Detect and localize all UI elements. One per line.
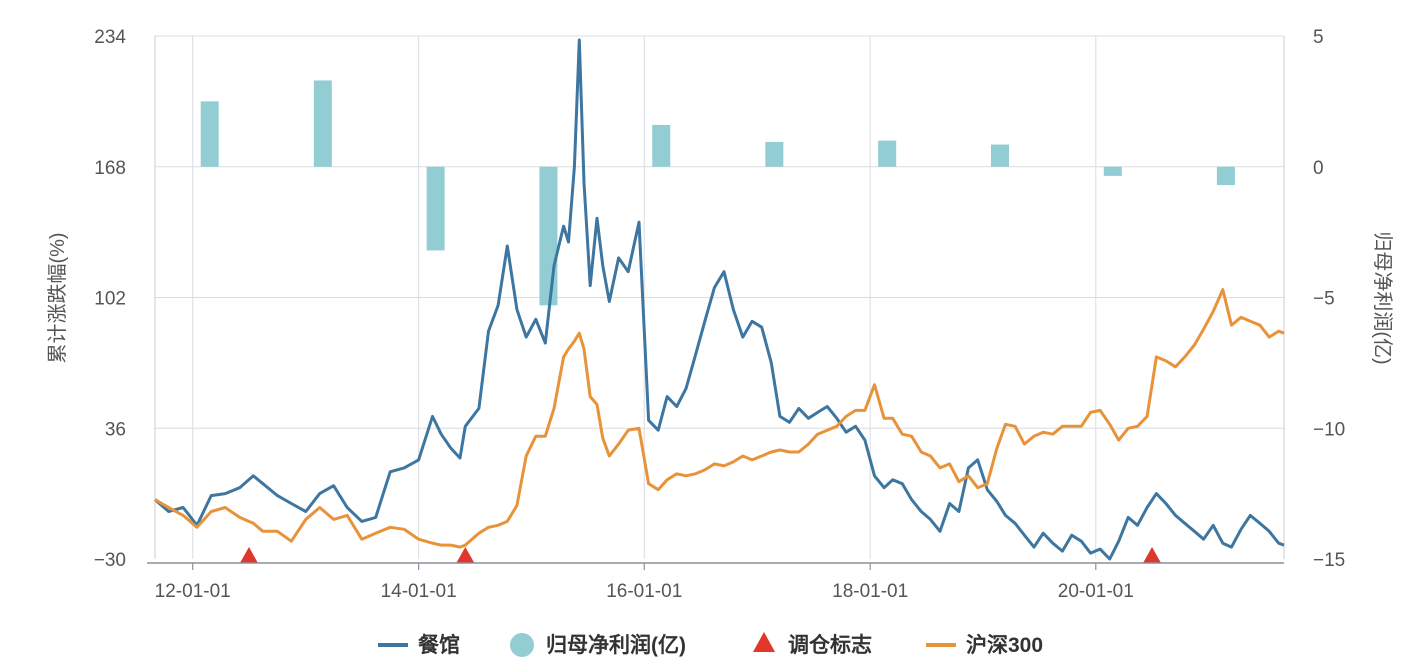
profit-bar bbox=[426, 166, 445, 251]
x-tick-label: 16-01-01 bbox=[606, 581, 682, 602]
right-tick-label: −15 bbox=[1313, 550, 1345, 571]
left-axis-title: 累计涨跌幅(%) bbox=[46, 232, 69, 363]
legend: 餐馆 归母净利润(亿) 调仓标志 沪深300 bbox=[378, 632, 1043, 657]
left-tick-label: 36 bbox=[105, 419, 126, 440]
x-tick-label: 12-01-01 bbox=[155, 581, 231, 602]
rebalance-marker bbox=[1143, 547, 1162, 563]
hs300-line bbox=[154, 288, 1285, 549]
left-tick-label: −30 bbox=[94, 550, 126, 571]
rebalance-marker bbox=[456, 547, 475, 563]
right-tick-label: 5 bbox=[1313, 27, 1324, 48]
profit-bar bbox=[652, 124, 671, 167]
x-tick-label: 18-01-01 bbox=[832, 581, 908, 602]
profit-bar bbox=[878, 140, 897, 167]
legend-circle-swatch bbox=[510, 633, 534, 657]
right-tick-label: −5 bbox=[1313, 289, 1335, 310]
legend-label: 沪深300 bbox=[966, 633, 1043, 657]
x-tick-label: 20-01-01 bbox=[1058, 581, 1134, 602]
profit-bar bbox=[990, 144, 1009, 167]
bars-layer bbox=[200, 80, 1235, 306]
left-tick-label: 234 bbox=[94, 27, 126, 48]
left-tick-label: 102 bbox=[94, 289, 126, 310]
profit-bar bbox=[765, 141, 784, 167]
right-axis-title: 归母净利润(亿) bbox=[1371, 231, 1394, 364]
grid-layer bbox=[154, 35, 1285, 559]
left-tick-label: 168 bbox=[94, 158, 126, 179]
legend-triangle-swatch bbox=[753, 632, 775, 652]
legend-label: 餐馆 bbox=[418, 633, 460, 657]
markers-layer bbox=[239, 547, 1162, 563]
profit-bar bbox=[539, 166, 558, 306]
restaurant-line bbox=[154, 38, 1285, 561]
legend-label: 归母净利润(亿) bbox=[546, 633, 686, 657]
rebalance-marker bbox=[239, 547, 258, 563]
profit-bar bbox=[1103, 166, 1122, 176]
lines-layer bbox=[154, 38, 1285, 561]
profit-bar bbox=[200, 101, 219, 167]
legend-label: 调仓标志 bbox=[788, 633, 872, 657]
profit-bar bbox=[313, 80, 332, 167]
profit-bar bbox=[1216, 166, 1235, 186]
right-tick-label: 0 bbox=[1313, 158, 1324, 179]
x-tick-label: 14-01-01 bbox=[381, 581, 457, 602]
axes-layer: 234 168 102 36 −30 5 0 −5 −10 −15 12-01-01 14-01-01… bbox=[94, 27, 1345, 602]
right-tick-label: −10 bbox=[1313, 419, 1345, 440]
